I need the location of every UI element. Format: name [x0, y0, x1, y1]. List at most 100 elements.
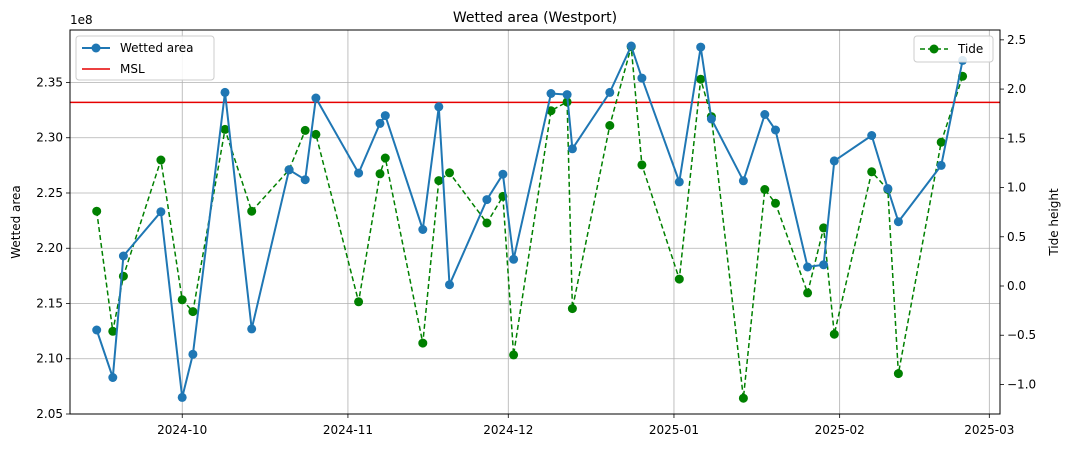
plot-frame: [69, 29, 1001, 415]
wetted-area-point: [738, 176, 748, 186]
wetted-area-point: [626, 41, 636, 51]
y-tick-label: 2.20: [36, 241, 63, 255]
tide-point: [893, 369, 903, 379]
wetted-area-point: [284, 165, 294, 175]
wetted-area-point: [706, 114, 716, 124]
tide-point: [936, 137, 946, 147]
y-tick-label: 2.35: [36, 75, 63, 89]
wetted-area-point: [220, 87, 230, 97]
y2-tick-label: −0.5: [1007, 328, 1036, 342]
wetted-area-point: [696, 42, 706, 52]
wetted-area-point: [108, 373, 118, 382]
wetted-area-point: [637, 73, 647, 83]
tide-point: [771, 198, 780, 208]
tide-point: [760, 185, 770, 194]
y-offset-text: 1e8: [70, 13, 93, 27]
tide-point: [696, 74, 706, 84]
tide-point: [300, 125, 310, 135]
x-tick-label: 2025-03: [964, 423, 1014, 437]
x-tick-label: 2024-12: [483, 423, 533, 437]
wetted-area-point: [418, 225, 428, 234]
tide-point: [418, 338, 428, 348]
y2-tick-label: −1.0: [1007, 377, 1036, 391]
tide-point: [867, 167, 877, 177]
tide-series: [92, 42, 968, 403]
wetted-area-point: [434, 102, 444, 112]
tide-point: [445, 168, 454, 178]
y-axis-left: 2.05 2.10 2.15 2.20 2.25 2.30 2.35: [36, 75, 70, 421]
legend-tide-marker: [929, 44, 939, 54]
y2-tick-label: 2.0: [1007, 82, 1026, 96]
y-axis-label: Wetted area: [9, 185, 23, 259]
legend-tide-label: Tide: [957, 42, 983, 56]
wetted-area-point: [819, 260, 829, 270]
wetted-area-point: [247, 324, 257, 334]
y-tick-label: 2.15: [36, 296, 63, 310]
wetted-area-point: [177, 392, 187, 402]
wetted-area-point: [509, 254, 519, 264]
wetted-area-point: [893, 217, 903, 227]
wetted-area-point: [311, 93, 321, 103]
tide-point: [738, 393, 748, 403]
tide-point: [311, 129, 321, 139]
tide-line: [95, 46, 964, 399]
y-tick-label: 2.10: [36, 352, 63, 366]
wetted-area-point: [156, 207, 166, 217]
tide-point: [108, 326, 118, 336]
tide-point: [819, 223, 829, 233]
tide-point: [118, 271, 128, 281]
y-tick-label: 2.05: [36, 407, 63, 421]
tide-point: [509, 350, 519, 360]
tide-point: [434, 176, 444, 186]
legend-wetted-area-label: Wetted area: [120, 41, 194, 55]
chart-title: Wetted area (Westport): [453, 10, 617, 26]
legend-msl-label: MSL: [120, 62, 145, 76]
tide-point: [605, 121, 615, 130]
wetted-area-point: [300, 175, 310, 185]
x-tick-label: 2025-02: [815, 423, 865, 437]
wetted-area-point: [803, 262, 813, 272]
wetted-area-point: [829, 156, 839, 166]
tide-point: [156, 155, 166, 165]
y2-tick-label: 0.0: [1007, 279, 1026, 293]
tide-point: [92, 206, 102, 216]
wetted-area-series: [92, 41, 968, 402]
wetted-area-line: [95, 43, 964, 398]
y2-tick-label: 1.0: [1007, 181, 1026, 195]
wetted-area-point: [867, 131, 877, 140]
tide-point: [829, 329, 839, 339]
tide-point: [375, 169, 385, 179]
wetted-area-point: [188, 349, 198, 359]
y2-tick-label: 2.5: [1007, 33, 1026, 47]
wetted-area-point: [760, 110, 770, 119]
legend-wetted-area-marker: [91, 43, 101, 53]
tide-point: [674, 274, 684, 284]
wetted-area-point: [498, 169, 508, 179]
x-tick-label: 2025-01: [649, 423, 699, 437]
y2-tick-label: 1.5: [1007, 131, 1026, 145]
legend-right: Tide: [913, 35, 994, 63]
wetted-area-point: [482, 195, 492, 205]
wetted-area-point: [883, 184, 893, 194]
x-axis: 2024-10 2024-11 2024-12 2025-01 2025-02 2025-…: [157, 414, 1014, 437]
y2-tick-label: 0.5: [1007, 230, 1026, 244]
tide-point: [546, 106, 556, 116]
wetted-area-point: [771, 125, 780, 135]
tide-point: [482, 218, 492, 228]
tide-point: [567, 304, 577, 314]
y-axis-right: −1.0 −0.5 0.0 0.5 1.0 1.5 2.0 2.5: [1000, 33, 1036, 391]
tide-point: [637, 160, 647, 170]
y-tick-label: 2.30: [36, 131, 63, 145]
wetted-area-point: [546, 89, 556, 98]
y2-axis-label: Tide height: [1047, 188, 1061, 257]
wetted-area-point: [562, 90, 572, 100]
tide-point: [247, 206, 257, 216]
wetted-area-point: [674, 177, 684, 187]
wetted-area-point: [354, 168, 364, 178]
tide-point: [380, 153, 390, 163]
tide-point: [220, 124, 230, 134]
wetted-area-point: [936, 160, 946, 170]
tide-point: [177, 295, 187, 305]
legend-left: Wetted area MSL: [75, 35, 215, 81]
